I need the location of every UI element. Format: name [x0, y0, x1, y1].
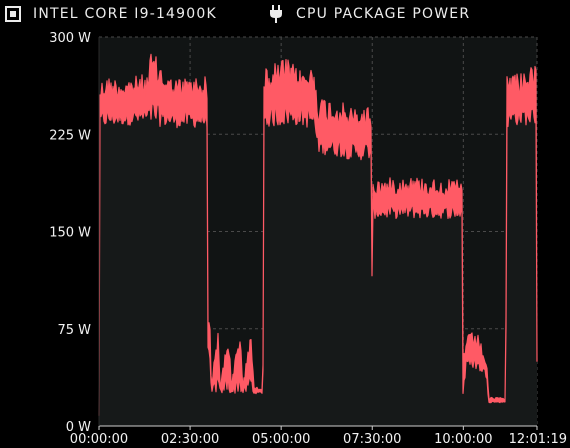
- x-tick-label: 00:00:00: [70, 432, 128, 447]
- axes: [98, 37, 537, 427]
- cpu-chip-icon: [5, 6, 21, 22]
- power-band: [98, 53, 538, 417]
- y-tick-labels: 0 W 75 W 150 W 225 W 300 W: [49, 31, 91, 435]
- x-tick-labels: 00:00:00 02:30:00 05:00:00 07:30:00 10:00:00…: [70, 426, 567, 447]
- x-tick-label: 05:00:00: [252, 432, 310, 447]
- metric-label-group: CPU PACKAGE POWER: [268, 0, 470, 28]
- y-tick-label: 150 W: [49, 226, 91, 241]
- metric-name: CPU PACKAGE POWER: [296, 6, 471, 22]
- x-tick-label: 07:30:00: [343, 432, 401, 447]
- cpu-name: INTEL CORE I9-14900K: [33, 6, 217, 22]
- y-tick-label: 0 W: [66, 420, 91, 435]
- y-tick-label: 225 W: [49, 128, 91, 143]
- cpu-label-group: INTEL CORE I9-14900K: [5, 0, 217, 28]
- x-tick-label: 10:00:00: [434, 432, 492, 447]
- y-tick-label: 75 W: [57, 323, 91, 338]
- x-tick-label: 12:01:19: [509, 432, 567, 447]
- power-plug-icon: [270, 5, 282, 23]
- chart-header: INTEL CORE I9-14900K CPU PACKAGE POWER: [0, 0, 570, 28]
- y-tick-label: 300 W: [49, 31, 91, 46]
- x-tick-label: 02:30:00: [161, 432, 219, 447]
